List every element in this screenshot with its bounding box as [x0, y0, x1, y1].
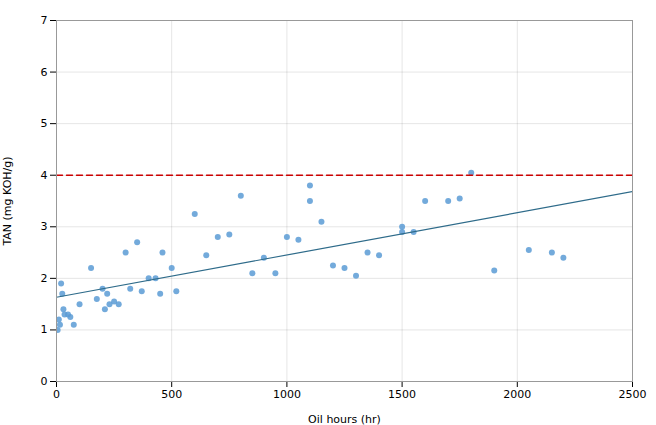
svg-text:1000: 1000 — [273, 388, 301, 401]
svg-text:0: 0 — [41, 375, 48, 388]
svg-text:1: 1 — [41, 323, 48, 336]
svg-text:3: 3 — [41, 220, 48, 233]
svg-text:0: 0 — [53, 388, 60, 401]
svg-text:1500: 1500 — [388, 388, 416, 401]
svg-text:4: 4 — [41, 169, 48, 182]
svg-text:2500: 2500 — [619, 388, 647, 401]
svg-text:TAN (mg KOH/g): TAN (mg KOH/g) — [1, 156, 14, 246]
svg-text:2000: 2000 — [503, 388, 531, 401]
svg-text:Oil hours (hr): Oil hours (hr) — [308, 413, 381, 425]
svg-text:5: 5 — [41, 117, 48, 130]
svg-text:2: 2 — [41, 272, 48, 285]
svg-text:7: 7 — [41, 14, 48, 27]
svg-text:6: 6 — [41, 66, 48, 79]
svg-text:500: 500 — [161, 388, 182, 401]
